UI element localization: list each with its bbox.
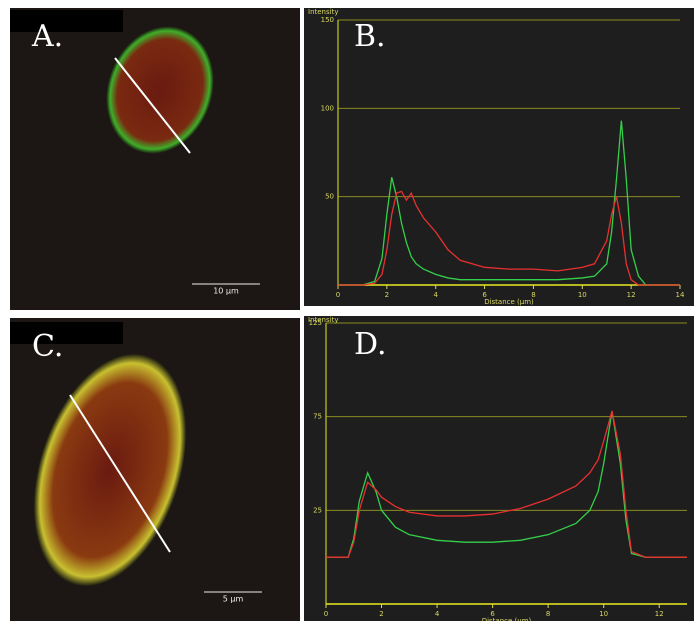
y-tick-label: 100 bbox=[321, 104, 334, 112]
x-tick-label: 10 bbox=[578, 291, 587, 299]
series-line bbox=[338, 190, 680, 286]
y-tick-label: 125 bbox=[309, 319, 322, 327]
cell bbox=[33, 353, 187, 587]
x-tick-label: 14 bbox=[676, 291, 685, 299]
x-tick-label: 8 bbox=[531, 291, 535, 299]
x-tick-label: 0 bbox=[336, 291, 340, 299]
chart-background bbox=[304, 316, 694, 621]
x-tick-label: 0 bbox=[324, 610, 328, 618]
y-axis-title: Intensity bbox=[308, 8, 338, 16]
scale-bar-label: 5 µm bbox=[223, 595, 244, 604]
profile-line bbox=[114, 57, 191, 154]
panel-label: B. bbox=[354, 19, 386, 54]
y-tick-label: 75 bbox=[313, 413, 322, 421]
panel-label: D. bbox=[354, 327, 387, 362]
x-tick-label: 4 bbox=[433, 291, 438, 299]
x-tick-label: 12 bbox=[655, 610, 664, 618]
x-tick-label: 6 bbox=[482, 291, 487, 299]
label-box bbox=[10, 322, 123, 344]
scale-bar-label: 10 µm bbox=[213, 287, 239, 296]
x-axis-title: Distance (µm) bbox=[484, 298, 534, 306]
series-line bbox=[326, 410, 687, 558]
x-axis-title: Distance (µm) bbox=[482, 617, 532, 621]
x-tick-label: 10 bbox=[599, 610, 608, 618]
panel-label: C. bbox=[32, 329, 63, 364]
x-tick-label: 8 bbox=[546, 610, 550, 618]
profile-line bbox=[69, 394, 171, 553]
x-tick-label: 2 bbox=[385, 291, 389, 299]
x-tick-label: 4 bbox=[435, 610, 440, 618]
y-axis-title: Intensity bbox=[308, 316, 338, 324]
panel-label: A. bbox=[31, 19, 63, 54]
y-tick-label: 150 bbox=[321, 16, 334, 24]
chart-background bbox=[304, 8, 694, 306]
cell bbox=[106, 26, 214, 154]
y-tick-label: 50 bbox=[325, 193, 334, 201]
label-box bbox=[10, 10, 123, 32]
x-tick-label: 12 bbox=[627, 291, 636, 299]
series-line bbox=[338, 120, 680, 286]
x-tick-label: 2 bbox=[379, 610, 383, 618]
x-tick-label: 6 bbox=[490, 610, 495, 618]
y-tick-label: 25 bbox=[313, 506, 322, 514]
series-line bbox=[326, 410, 687, 558]
